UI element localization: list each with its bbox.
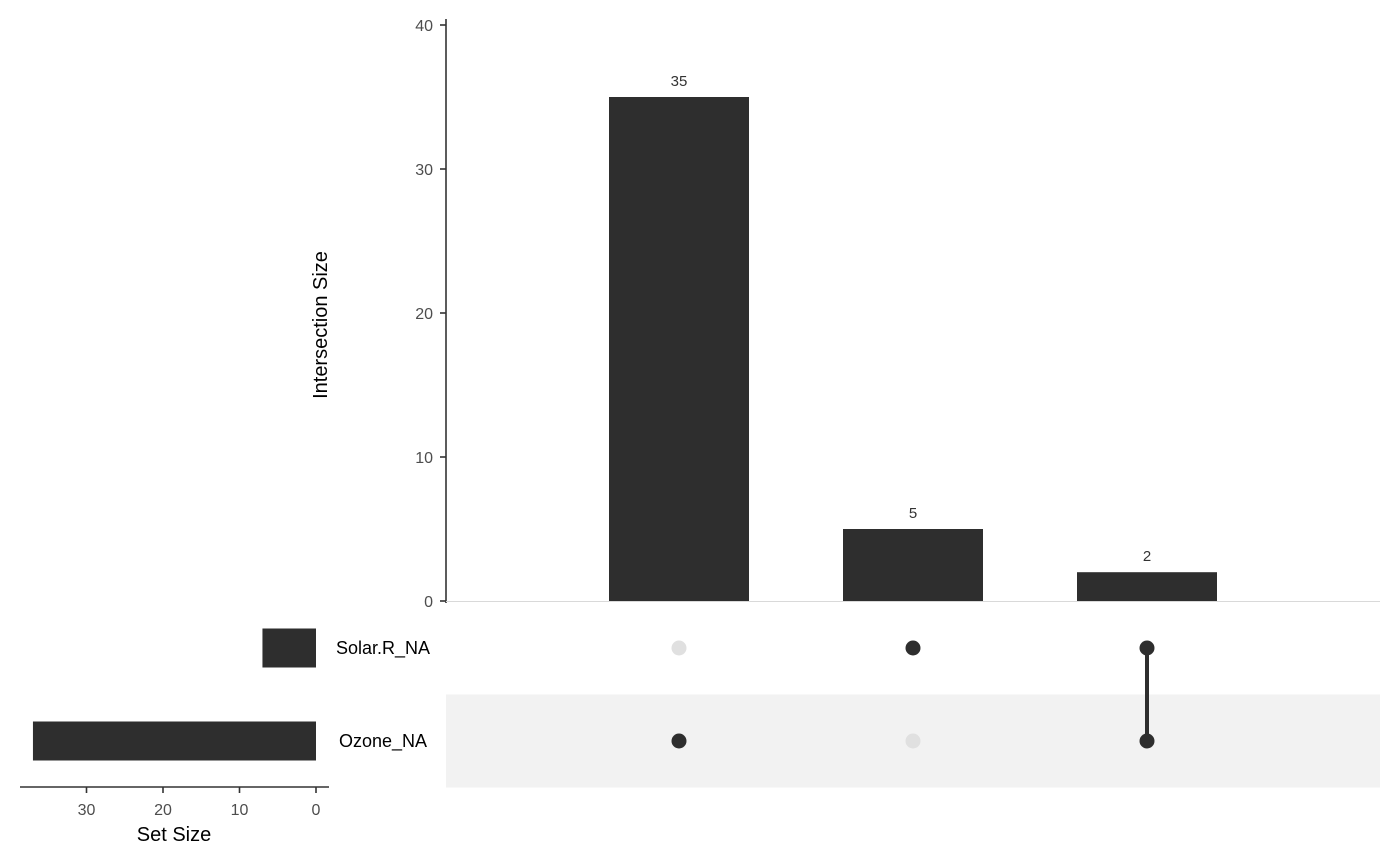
matrix-dot-active <box>905 640 921 656</box>
matrix-dot-inactive <box>671 640 687 656</box>
intersection-bar-label: 2 <box>1143 548 1151 565</box>
intersection-bar <box>1077 572 1217 601</box>
y-tick-label: 30 <box>415 162 433 179</box>
set-size-axis-title: Set Size <box>137 824 211 846</box>
set-size-tick-label: 20 <box>154 802 172 819</box>
intersection-bar <box>609 97 749 601</box>
set-name-label: Ozone_NA <box>339 731 427 752</box>
intersection-size-axis: 0 10 20 30 40 <box>415 18 1380 611</box>
y-tick-label: 0 <box>424 594 433 611</box>
intersection-bars: 35 5 2 <box>609 73 1217 601</box>
intersection-bar-label: 5 <box>909 505 917 522</box>
intersection-bar <box>843 529 983 601</box>
set-name-label: Solar.R_NA <box>336 638 430 659</box>
set-size-bars: Solar.R_NA Ozone_NA <box>32 628 430 761</box>
y-tick-label: 40 <box>415 18 433 35</box>
matrix-dot-active <box>1139 733 1155 749</box>
set-size-tick-label: 30 <box>78 802 96 819</box>
y-axis-title: Intersection Size <box>310 251 332 399</box>
intersection-bar-label: 35 <box>671 73 688 90</box>
matrix-dot-inactive <box>905 733 921 749</box>
y-tick-label: 10 <box>415 450 433 467</box>
membership-matrix <box>671 640 1155 749</box>
y-tick-label: 20 <box>415 306 433 323</box>
set-size-bar <box>32 721 316 761</box>
matrix-dot-active <box>1139 640 1155 656</box>
set-size-tick-label: 0 <box>312 802 321 819</box>
matrix-dot-active <box>671 733 687 749</box>
set-size-bar <box>262 628 316 668</box>
set-size-tick-label: 10 <box>231 802 249 819</box>
set-size-axis: 30 20 10 0 <box>20 786 329 819</box>
